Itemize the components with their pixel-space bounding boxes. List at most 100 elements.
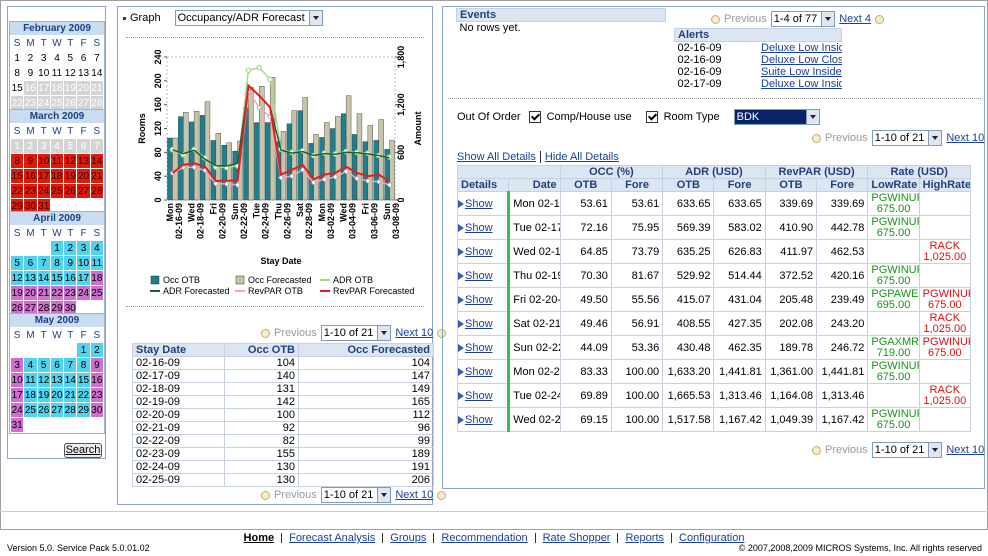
show-link[interactable]: Show (465, 342, 493, 354)
day-cell[interactable]: 9 (90, 358, 103, 373)
day-cell[interactable]: 22 (77, 388, 90, 403)
day-cell[interactable]: 21 (90, 81, 103, 96)
day-cell[interactable]: 1 (11, 51, 24, 66)
day-cell[interactable]: 9 (24, 154, 37, 169)
day-cell[interactable]: 13 (24, 271, 37, 286)
nav-link[interactable]: Forecast Analysis (289, 532, 375, 544)
day-cell[interactable]: 1 (50, 241, 63, 256)
day-cell[interactable]: 19 (11, 286, 24, 301)
show-link[interactable]: Show (465, 222, 493, 234)
show-toggle[interactable]: Show (458, 414, 493, 426)
show-toggle[interactable]: Show (458, 342, 493, 354)
alert-link[interactable]: Deluxe Low Inside 45 days (758, 42, 842, 55)
day-cell[interactable]: 17 (37, 169, 50, 184)
day-cell[interactable]: 24 (11, 403, 24, 418)
day-cell[interactable]: 28 (90, 184, 103, 199)
day-cell[interactable]: 15 (11, 81, 24, 96)
day-cell[interactable]: 18 (90, 271, 103, 286)
next-link[interactable]: Next 10 (946, 132, 984, 144)
day-cell[interactable]: 27 (50, 403, 63, 418)
day-cell[interactable]: 16 (90, 373, 103, 388)
day-cell[interactable]: 3 (37, 51, 50, 66)
day-cell[interactable]: 16 (24, 169, 37, 184)
day-cell[interactable]: 19 (64, 81, 77, 96)
day-cell[interactable]: 20 (50, 388, 63, 403)
day-cell[interactable]: 29 (77, 403, 90, 418)
day-cell[interactable]: 25 (90, 286, 103, 301)
day-cell[interactable]: 10 (11, 373, 24, 388)
day-cell[interactable]: 26 (37, 403, 50, 418)
day-cell[interactable]: 19 (64, 169, 77, 184)
day-cell[interactable]: 9 (64, 256, 77, 271)
day-cell[interactable]: 14 (90, 154, 103, 169)
day-cell[interactable]: 25 (50, 184, 63, 199)
day-cell[interactable]: 7 (37, 256, 50, 271)
day-cell[interactable]: 7 (90, 51, 103, 66)
day-cell[interactable]: 28 (64, 403, 77, 418)
day-cell[interactable]: 8 (11, 66, 24, 81)
day-cell[interactable]: 14 (90, 66, 103, 81)
day-cell[interactable]: 2 (24, 139, 37, 154)
day-cell[interactable]: 7 (64, 358, 77, 373)
checkbox[interactable] (529, 111, 541, 123)
range-select[interactable]: 1-10 of 21 (321, 325, 392, 341)
day-cell[interactable]: 1 (77, 343, 90, 358)
day-cell[interactable]: 22 (11, 184, 24, 199)
day-cell[interactable]: 19 (37, 388, 50, 403)
day-cell[interactable]: 6 (24, 256, 37, 271)
show-link[interactable]: Show (465, 246, 493, 258)
day-cell[interactable]: 5 (64, 139, 77, 154)
day-cell[interactable]: 23 (24, 184, 37, 199)
next-link[interactable]: Next 10 (946, 444, 984, 456)
day-cell[interactable]: 20 (77, 81, 90, 96)
day-cell[interactable]: 6 (77, 51, 90, 66)
nav-link[interactable]: Rate Shopper (543, 532, 611, 544)
day-cell[interactable]: 11 (24, 373, 37, 388)
checkbox[interactable] (646, 111, 658, 123)
day-cell[interactable]: 3 (11, 358, 24, 373)
show-toggle[interactable]: Show (458, 294, 493, 306)
day-cell[interactable]: 13 (77, 66, 90, 81)
day-cell[interactable]: 24 (37, 184, 50, 199)
day-cell[interactable]: 6 (77, 139, 90, 154)
alert-link[interactable]: Deluxe Low Closed (758, 54, 842, 66)
day-cell[interactable]: 3 (77, 241, 90, 256)
day-cell[interactable]: 20 (24, 286, 37, 301)
day-cell[interactable]: 14 (37, 271, 50, 286)
day-cell[interactable]: 16 (24, 81, 37, 96)
day-cell[interactable]: 4 (24, 358, 37, 373)
show-all-link[interactable]: Show All Details (457, 151, 536, 163)
day-cell[interactable]: 17 (37, 81, 50, 96)
hide-all-link[interactable]: Hide All Details (545, 151, 619, 163)
day-cell[interactable]: 10 (77, 256, 90, 271)
day-cell[interactable]: 2 (90, 343, 103, 358)
day-cell[interactable]: 6 (50, 358, 63, 373)
show-link[interactable]: Show (465, 390, 493, 402)
day-cell[interactable]: 2 (64, 241, 77, 256)
day-cell[interactable]: 18 (50, 81, 63, 96)
graph-select[interactable]: Occupancy/ADR Forecast (175, 10, 323, 26)
room-type-select[interactable]: BDK (734, 109, 820, 125)
day-cell[interactable]: 17 (77, 271, 90, 286)
day-cell[interactable]: 10 (37, 66, 50, 81)
day-cell[interactable]: 18 (50, 169, 63, 184)
range-select[interactable]: 1-4 of 77 (771, 11, 835, 27)
alert-link[interactable]: Suite Low Inside 45 days (758, 66, 842, 78)
day-cell[interactable]: 13 (50, 373, 63, 388)
day-cell[interactable]: 23 (64, 286, 77, 301)
day-cell[interactable]: 3 (37, 139, 50, 154)
day-cell[interactable]: 15 (50, 271, 63, 286)
day-cell[interactable]: 17 (11, 388, 24, 403)
day-cell[interactable]: 21 (90, 169, 103, 184)
day-cell[interactable]: 4 (90, 241, 103, 256)
day-cell[interactable]: 11 (50, 154, 63, 169)
day-cell[interactable]: 25 (24, 403, 37, 418)
day-cell[interactable]: 15 (11, 169, 24, 184)
day-cell[interactable]: 21 (64, 388, 77, 403)
nav-link[interactable]: Home (244, 532, 275, 544)
next-link[interactable]: Next 10 (395, 327, 433, 339)
day-cell[interactable]: 23 (90, 388, 103, 403)
day-cell[interactable]: 7 (90, 139, 103, 154)
day-cell[interactable]: 26 (64, 184, 77, 199)
day-cell[interactable]: 12 (37, 373, 50, 388)
